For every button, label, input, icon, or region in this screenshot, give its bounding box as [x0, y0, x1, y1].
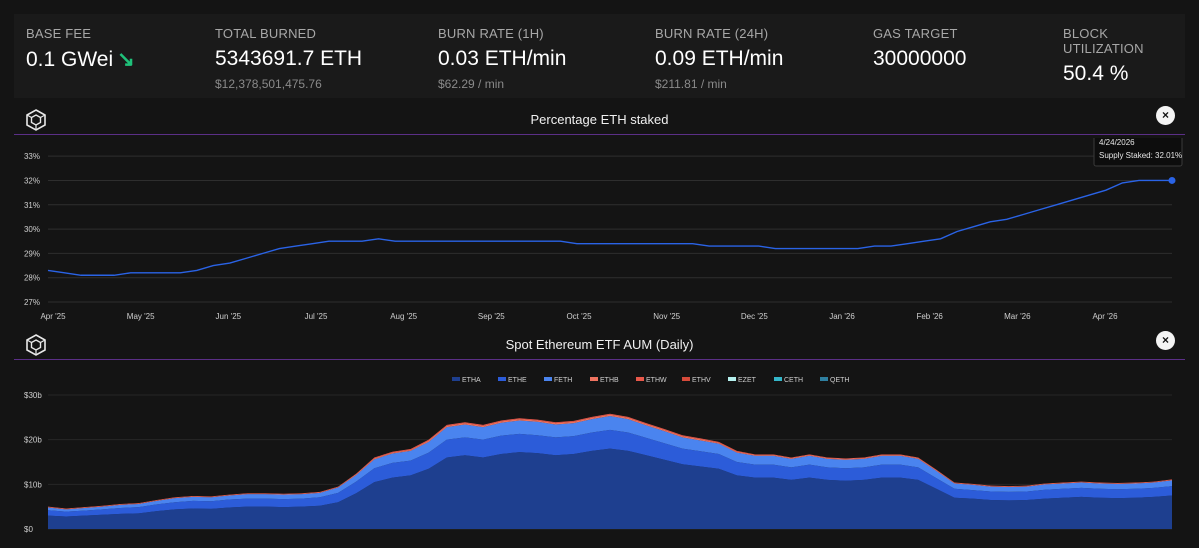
x-tick-label: Jan '26	[829, 312, 855, 321]
x-tick-label: Apr '26	[1092, 312, 1118, 321]
legend-swatch	[636, 377, 644, 381]
x-tick-label: May '25	[127, 312, 155, 321]
legend-label: ETHE	[508, 377, 527, 384]
x-tick-label: Feb '26	[916, 312, 943, 321]
x-tick-label: Mar '26	[1004, 312, 1031, 321]
stat-label: BASE FEE	[26, 26, 92, 41]
stat-label: TOTAL BURNED	[215, 26, 317, 41]
stat-base-fee: BASE FEE 0.1 GWei ↘	[26, 26, 135, 72]
y-tick-label: 33%	[24, 152, 40, 161]
area-feth	[48, 415, 1172, 512]
arrow-down-right-icon: ↘	[117, 48, 135, 71]
cube-logo-icon	[26, 334, 46, 356]
close-button[interactable]: ×	[1156, 106, 1175, 125]
x-tick-label: Jul '25	[305, 312, 328, 321]
stat-value: 0.09 ETH/min	[655, 47, 784, 70]
legend-swatch	[498, 377, 506, 381]
legend-label: QETH	[830, 377, 849, 384]
y-tick-label: 30%	[24, 225, 40, 234]
etf-area-chart: ETHA ETHE FETH ETHB ETHW ETHV EZET CETH QETH $0 $1…	[24, 377, 1172, 534]
tooltip-date: 4/24/2026	[1099, 138, 1135, 147]
stat-value: 0.1 GWei ↘	[26, 47, 135, 72]
area-ethe	[48, 429, 1172, 517]
x-tick-label: Oct '25	[566, 312, 592, 321]
cube-logo-icon	[26, 109, 46, 131]
legend-swatch	[452, 377, 460, 381]
legend-swatch	[590, 377, 598, 381]
stat-value: 30000000	[873, 47, 967, 70]
x-tick-label: Apr '25	[40, 312, 66, 321]
y-tick-label: 27%	[24, 298, 40, 307]
legend-swatch	[728, 377, 736, 381]
y-tick-label: $10b	[24, 480, 42, 489]
y-tick-label: $30b	[24, 391, 42, 400]
stat-sub: $12,378,501,475.76	[215, 77, 322, 91]
last-point-marker	[1168, 176, 1176, 184]
stat-label: BURN RATE (24H)	[655, 26, 769, 41]
etf-chart-title: Spot Ethereum ETF AUM (Daily)	[505, 337, 694, 352]
stat-burn-rate-24h: BURN RATE (24H) 0.09 ETH/min $211.81 / m…	[655, 26, 783, 91]
legend-swatch	[544, 377, 552, 381]
tooltip-value: Supply Staked: 32.01%	[1099, 151, 1182, 160]
stat-burn-rate-1h: BURN RATE (1H) 0.03 ETH/min $62.29 / min	[438, 26, 566, 91]
stat-total-burned: TOTAL BURNED 5343691.7 ETH $12,378,501,4…	[215, 26, 362, 91]
legend-label: EZET	[738, 377, 757, 384]
y-tick-label: 28%	[24, 274, 40, 283]
legend-label: ETHW	[646, 377, 667, 384]
legend-label: FETH	[554, 377, 572, 384]
y-tick-label: 31%	[24, 201, 40, 210]
legend-label: ETHB	[600, 377, 619, 384]
stat-label: BURN RATE (1H)	[438, 26, 544, 41]
staked-line-chart: 27% 28% 29% 30% 31% 32% 33% Apr '25 May '25 Jun '…	[24, 138, 1183, 321]
legend-label: ETHA	[462, 377, 481, 384]
stat-sub: $62.29 / min	[438, 77, 505, 91]
x-tick-label: Dec '25	[741, 312, 768, 321]
staked-series-line	[47, 179, 1172, 276]
stat-label: BLOCK UTILIZATION	[1063, 26, 1144, 56]
legend-swatch	[682, 377, 690, 381]
legend-label: CETH	[784, 377, 803, 384]
legend-label: ETHV	[692, 377, 711, 384]
stat-value: 0.03 ETH/min	[438, 47, 567, 70]
stat-gas-target: GAS TARGET 30000000	[873, 26, 966, 71]
staked-chart-title: Percentage ETH staked	[530, 112, 669, 127]
y-tick-label: $0	[24, 525, 33, 534]
x-tick-label: Jun '25	[216, 312, 242, 321]
etf-panel-header: Spot Ethereum ETF AUM (Daily) ×	[14, 331, 1185, 361]
tooltip-box	[1093, 138, 1183, 167]
stat-value: 5343691.7 ETH	[215, 47, 363, 70]
close-button[interactable]: ×	[1156, 331, 1175, 350]
tooltip: 4/24/2026 Supply Staked: 32.01%	[1093, 138, 1183, 167]
stat-block-utilization: BLOCK UTILIZATION 50.4 %	[1063, 26, 1185, 86]
x-tick-label: Sep '25	[478, 312, 505, 321]
staked-panel-header: Percentage ETH staked ×	[14, 106, 1185, 136]
stat-label: GAS TARGET	[873, 26, 958, 41]
legend-swatch	[774, 377, 782, 381]
legend-swatch	[820, 377, 828, 381]
x-tick-label: Aug '25	[390, 312, 417, 321]
y-tick-label: $20b	[24, 436, 42, 445]
y-tick-label: 32%	[24, 176, 40, 185]
area-etha	[48, 448, 1172, 529]
x-tick-label: Nov '25	[653, 312, 680, 321]
panel-divider	[14, 359, 1185, 360]
panel-divider	[14, 134, 1185, 135]
y-tick-label: 29%	[24, 249, 40, 258]
base-fee-value: 0.1 GWei	[26, 48, 114, 71]
area-ethb	[48, 414, 1172, 510]
stats-bar: BASE FEE 0.1 GWei ↘ TOTAL BURNED 5343691.…	[14, 14, 1185, 98]
stat-value: 50.4 %	[1063, 62, 1129, 85]
stat-sub: $211.81 / min	[655, 77, 727, 91]
